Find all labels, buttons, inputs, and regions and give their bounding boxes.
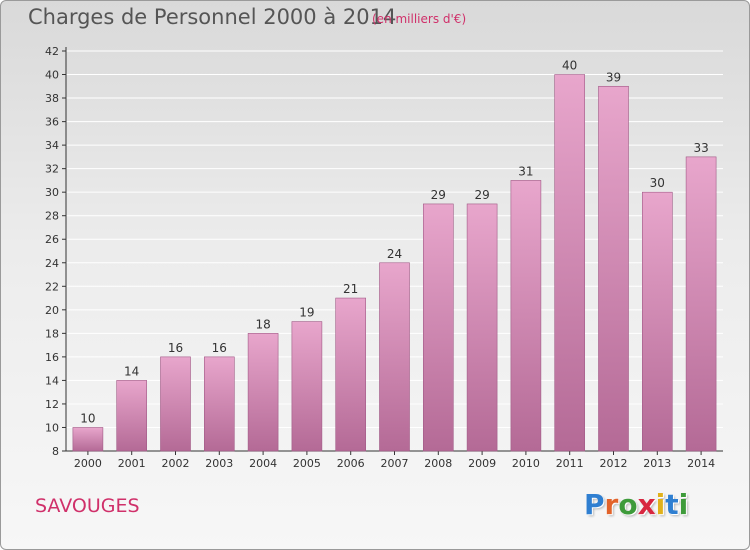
bar-2007 — [379, 262, 410, 452]
bar-2001 — [116, 380, 147, 452]
bar-2006 — [335, 297, 367, 452]
bar-2010 — [510, 180, 542, 452]
data-label: 16 — [212, 341, 227, 355]
x-tick-label: 2012 — [600, 457, 628, 470]
logo-letter: x — [637, 488, 656, 521]
x-tick-label: 2000 — [74, 457, 102, 470]
chart-subtitle: (en milliers d'€) — [372, 12, 467, 26]
chart-title: Charges de Personnel 2000 à 2014 — [28, 5, 397, 29]
data-label: 31 — [518, 164, 533, 178]
data-labels: 10 14 16 16 18 19 21 24 29 29 31 40 39 30 33 — [80, 59, 708, 426]
logo-letter: i — [678, 488, 689, 521]
x-tick-label: 2011 — [556, 457, 584, 470]
bar-2003 — [204, 356, 235, 452]
y-tick-label: 22 — [45, 280, 59, 293]
data-label: 29 — [474, 188, 489, 202]
logo-letter: r — [604, 488, 619, 521]
y-tick-label: 34 — [45, 139, 59, 152]
y-tick-label: 36 — [45, 116, 59, 129]
x-tick-label: 2014 — [687, 457, 715, 470]
data-label: 18 — [255, 317, 270, 331]
y-tick-label: 16 — [45, 351, 59, 364]
data-label: 14 — [124, 364, 139, 378]
data-label: 40 — [562, 59, 577, 73]
data-label: 30 — [650, 176, 665, 190]
bar-2004 — [247, 333, 279, 452]
x-tick-label: 2004 — [249, 457, 277, 470]
y-tick-label: 20 — [45, 304, 59, 317]
data-label: 24 — [387, 247, 402, 261]
logo-letter: o — [618, 488, 638, 521]
y-tick-label: 18 — [45, 327, 59, 340]
x-tick-label: 2007 — [381, 457, 409, 470]
y-tick-label: 32 — [45, 163, 59, 176]
data-label: 10 — [80, 411, 95, 425]
data-label: 33 — [693, 141, 708, 155]
y-tick-label: 38 — [45, 92, 59, 105]
data-label: 19 — [299, 306, 314, 320]
x-tick-label: 2002 — [162, 457, 190, 470]
bar-2012 — [598, 85, 629, 452]
bar-2014 — [685, 156, 717, 452]
y-tick-label: 26 — [45, 233, 59, 246]
y-tick-label: 40 — [45, 69, 59, 82]
bar-2011 — [554, 74, 586, 452]
bar-2008 — [422, 203, 454, 452]
y-tick-label: 42 — [45, 45, 59, 58]
bar-2013 — [641, 191, 673, 452]
x-tick-label: 2003 — [205, 457, 233, 470]
x-tick-label: 2006 — [337, 457, 365, 470]
x-tick-label: 2009 — [468, 457, 496, 470]
x-tick-label: 2013 — [643, 457, 671, 470]
x-tick-label: 2010 — [512, 457, 540, 470]
y-tick-label: 28 — [45, 210, 59, 223]
logo-letter: P — [584, 488, 605, 521]
y-tick-label: 12 — [45, 398, 59, 411]
bar-2002 — [160, 356, 191, 452]
x-tick-label: 2001 — [118, 457, 146, 470]
logo-letter: t — [665, 488, 679, 521]
y-tick-label: 10 — [45, 421, 59, 434]
y-tick-label: 30 — [45, 186, 59, 199]
proxiti-logo[interactable]: Proxiti — [584, 488, 688, 521]
y-tick-label: 24 — [45, 257, 59, 270]
data-label: 16 — [168, 341, 183, 355]
x-tick-label: 2008 — [424, 457, 452, 470]
logo-letter: i — [655, 488, 666, 521]
y-tick-label: 8 — [52, 445, 59, 458]
bar-2009 — [466, 203, 498, 452]
data-label: 21 — [343, 282, 358, 296]
data-label: 39 — [606, 70, 621, 84]
y-tick-label: 14 — [45, 374, 59, 387]
bars — [72, 74, 717, 452]
bar-2005 — [291, 321, 323, 452]
place-name: SAVOUGES — [35, 495, 140, 517]
data-label: 29 — [431, 188, 446, 202]
bar-2000 — [72, 427, 104, 452]
x-tick-label: 2005 — [293, 457, 321, 470]
